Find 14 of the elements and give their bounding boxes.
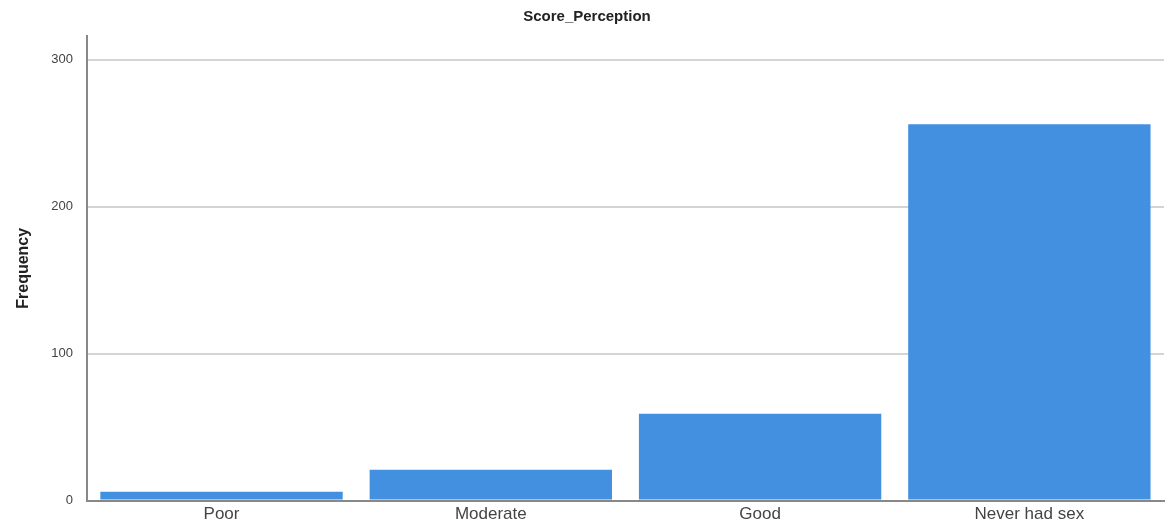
x-tick-label: Poor xyxy=(203,504,240,524)
bar xyxy=(100,491,343,500)
x-tick-label: Good xyxy=(739,504,781,524)
y-tick-label: 0 xyxy=(65,492,73,508)
chart-title: Score_Perception xyxy=(523,7,651,25)
bar xyxy=(638,413,882,500)
x-tick-label: Never had sex xyxy=(974,504,1085,524)
bar xyxy=(369,469,612,500)
y-tick-label: 300 xyxy=(51,51,73,67)
bar xyxy=(908,124,1151,500)
x-tick-label: Moderate xyxy=(454,504,527,524)
y-axis-title: Frequency xyxy=(14,227,32,309)
y-tick-label: 100 xyxy=(51,345,73,361)
y-tick-label: 200 xyxy=(51,198,73,214)
